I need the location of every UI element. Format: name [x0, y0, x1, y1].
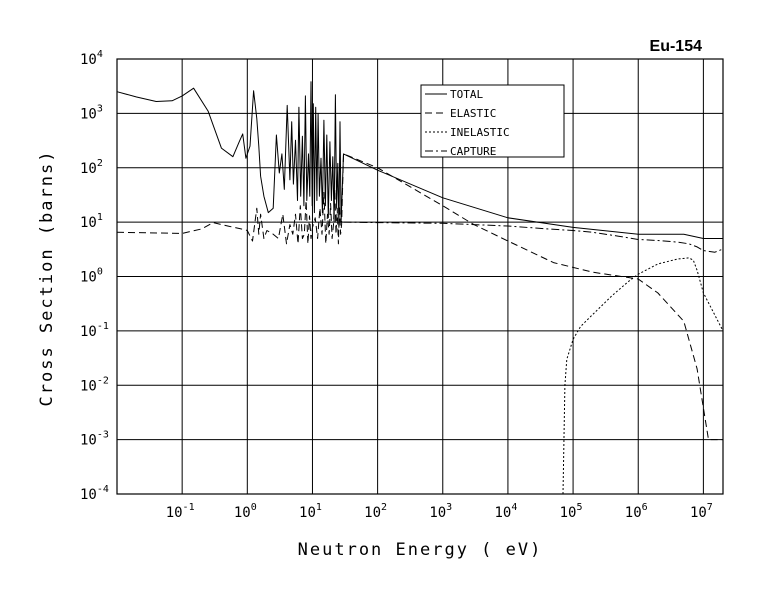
series-inelastic-line [562, 257, 724, 495]
legend-label-inelastic: INELASTIC [450, 126, 510, 139]
y-tick-labels: 104 103 102 101 100 10-1 10-2 10-3 10-4 [80, 49, 109, 503]
x-tick-label: 100 [234, 502, 257, 521]
y-axis-label: Cross Section (barns) [37, 150, 57, 407]
x-tick-label: 101 [299, 502, 322, 521]
x-tick-label: 104 [494, 502, 517, 521]
y-tick-label: 101 [80, 212, 103, 231]
y-tick-label: 10-1 [80, 321, 109, 340]
legend-label-total: TOTAL [450, 88, 483, 101]
x-tick-label: 105 [560, 502, 583, 521]
plot-frame [116, 58, 724, 495]
legend-label-capture: CAPTURE [450, 145, 496, 158]
series-layer [116, 81, 724, 495]
y-tick-label: 103 [80, 103, 103, 122]
series-capture-line [343, 221, 724, 253]
x-axis-label: Neutron Energy ( eV) [298, 540, 543, 560]
series-total-line [116, 81, 723, 239]
y-tick-label: 102 [80, 158, 103, 177]
y-tick-label: 100 [80, 267, 103, 286]
chart-title: Eu-154 [650, 38, 703, 55]
y-tick-label: 10-2 [80, 375, 109, 394]
legend-box [420, 84, 565, 158]
legend: TOTAL ELASTIC INELASTIC CAPTURE [420, 84, 565, 158]
x-tick-label: 107 [690, 502, 713, 521]
grid [117, 59, 723, 494]
x-tick-label: 10-1 [166, 502, 195, 521]
x-tick-label: 102 [364, 502, 387, 521]
x-tick-label: 103 [429, 502, 452, 521]
y-tick-label: 104 [80, 49, 103, 68]
y-tick-label: 10-4 [80, 484, 109, 503]
legend-label-elastic: ELASTIC [450, 107, 496, 120]
series-elastic-line [116, 153, 723, 441]
x-tick-labels: 10-1 100 101 102 103 104 105 106 107 [166, 502, 713, 521]
y-tick-label: 10-3 [80, 430, 109, 449]
x-tick-label: 106 [625, 502, 648, 521]
